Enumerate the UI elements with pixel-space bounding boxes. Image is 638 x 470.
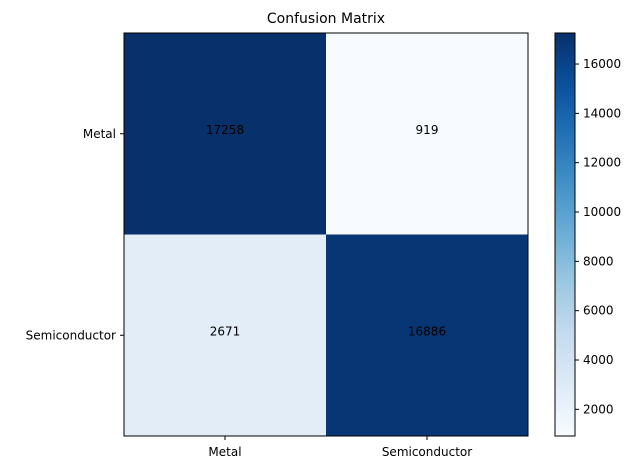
- colorbar: [554, 32, 576, 437]
- y-axis: Metal Semiconductor: [26, 127, 124, 342]
- heatmap-cell: [326, 33, 528, 235]
- colorbar-tick-label: 16000: [583, 57, 621, 71]
- cell-value-label: 919: [416, 123, 439, 137]
- heatmap-cell: [124, 234, 326, 436]
- x-tick-label: Semiconductor: [382, 445, 472, 459]
- heatmap-cells: [124, 33, 528, 436]
- colorbar-tick-label: 2000: [583, 402, 614, 416]
- cell-value-label: 17258: [206, 123, 244, 137]
- colorbar-tick-label: 4000: [583, 353, 614, 367]
- colorbar-tick-label: 14000: [583, 106, 621, 120]
- heatmap-cell: [124, 33, 326, 235]
- colorbar-tick-label: 8000: [583, 254, 614, 268]
- x-tick-label: Metal: [208, 445, 241, 459]
- y-tick-label: Metal: [83, 127, 116, 141]
- colorbar-ticks: 2000 4000 6000 8000 10000 12000 14000 16000: [575, 57, 621, 416]
- x-axis: Metal Semiconductor: [208, 436, 472, 459]
- plot-frame: [123, 32, 529, 437]
- chart-title: Confusion Matrix: [267, 11, 385, 27]
- heatmap-cell: [326, 234, 528, 436]
- y-tick-label: Semiconductor: [26, 328, 116, 342]
- colorbar-tick-label: 10000: [583, 205, 621, 219]
- colorbar-tick-label: 6000: [583, 304, 614, 318]
- colorbar-tick-label: 12000: [583, 156, 621, 170]
- cell-value-labels: 17258 919 2671 16886: [206, 123, 446, 339]
- cell-value-label: 16886: [408, 324, 446, 338]
- cell-value-label: 2671: [210, 324, 241, 338]
